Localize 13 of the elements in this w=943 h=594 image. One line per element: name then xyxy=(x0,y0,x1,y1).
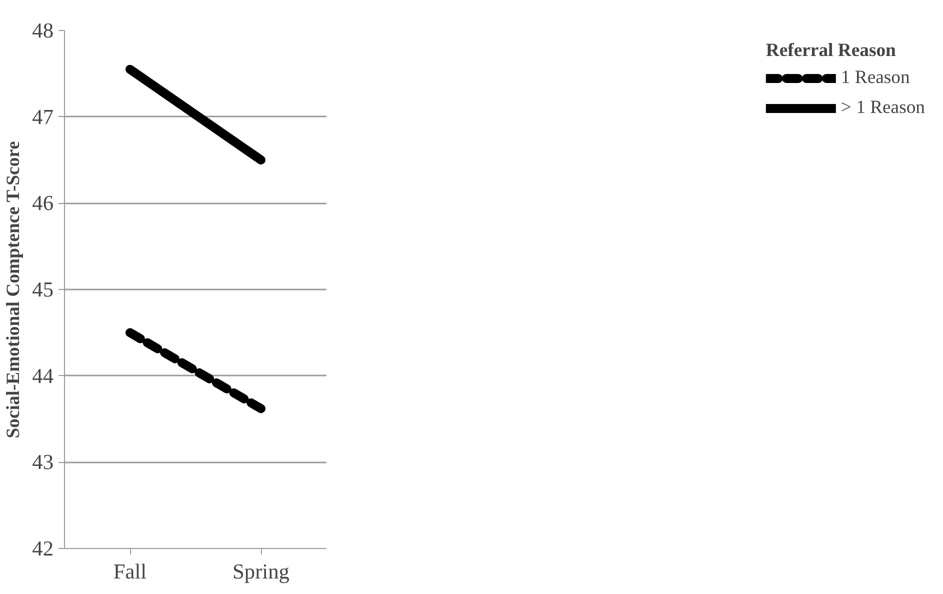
x-tick-label: Fall xyxy=(113,560,147,584)
y-tick-label: 44 xyxy=(32,364,54,388)
y-tick-label: 42 xyxy=(32,536,54,560)
y-tick-label: 48 xyxy=(32,18,54,42)
y-tick-label: 45 xyxy=(32,278,54,302)
x-tick-label: Spring xyxy=(232,560,290,584)
y-axis-title: Social-Emotional Comptence T-Score xyxy=(3,141,24,438)
y-tick-label: 46 xyxy=(32,191,54,216)
y-tick-label: 43 xyxy=(32,450,54,474)
legend-label: 1 Reason xyxy=(840,67,910,89)
legend-title: Referral Reason xyxy=(766,40,897,62)
legend-label: > 1 Reason xyxy=(840,97,925,119)
y-tick-label: 47 xyxy=(32,104,54,129)
